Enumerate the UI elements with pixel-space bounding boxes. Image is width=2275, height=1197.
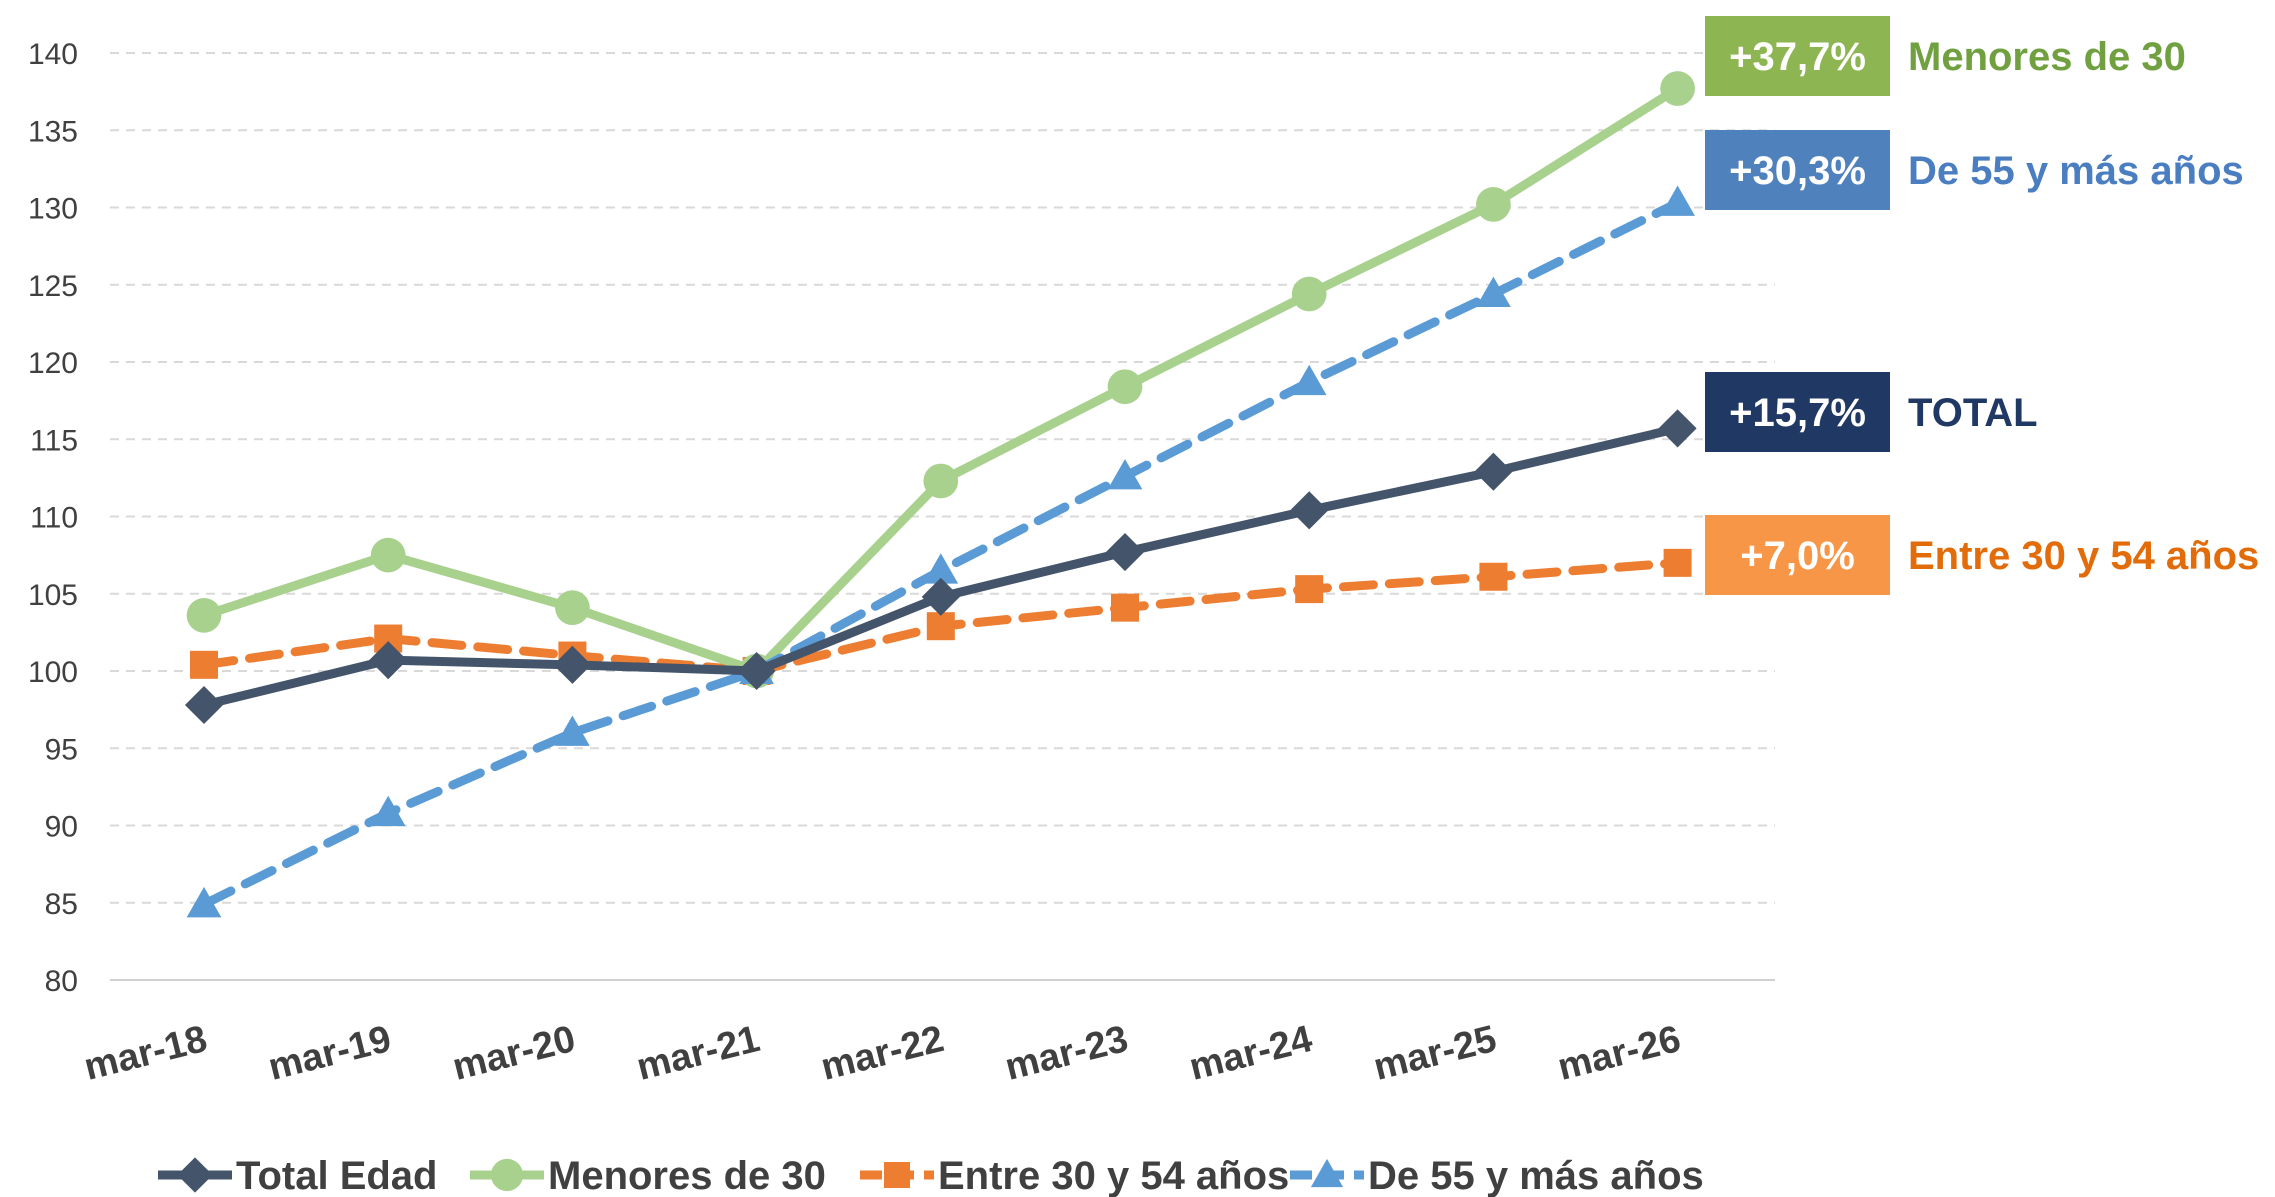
data-point (553, 645, 592, 684)
data-point (737, 651, 776, 691)
data-point (369, 641, 408, 680)
x-tick-label: mar-24 (1185, 1018, 1316, 1089)
y-tick-label: 105 (28, 579, 78, 612)
data-point (490, 1158, 524, 1192)
y-tick-label: 110 (30, 502, 78, 535)
annotation-badge-text: +37,7% (1729, 35, 1866, 79)
data-point (1107, 458, 1143, 490)
annotation-badge-text: +15,7% (1729, 391, 1866, 435)
y-tick-label: 90 (45, 811, 78, 844)
annotation-badge-text: +7,0% (1740, 534, 1855, 578)
series-de-55-y-m-s-a-os (186, 185, 1695, 918)
annotation-label: De 55 y más años (1908, 149, 2244, 193)
y-tick-label: 140 (28, 38, 78, 71)
x-tick-label: mar-18 (80, 1018, 211, 1089)
y-tick-label: 85 (45, 888, 78, 921)
y-tick-label: 130 (28, 193, 78, 226)
annotation-badge-text: +30,3% (1729, 149, 1866, 193)
x-axis-tick-labels: mar-18 mar-19 mar-20 mar-21 mar-22 mar-23 mar-… (80, 1018, 1685, 1089)
y-axis-tick-labels: 80 85 90 95 100 105 110 115 120 125 130 135 140 (28, 38, 78, 998)
annotation-badge (1705, 130, 1890, 210)
data-point (1658, 409, 1697, 448)
data-point (1663, 548, 1692, 577)
data-point (177, 1157, 213, 1193)
x-tick-label: mar-23 (1001, 1018, 1132, 1089)
data-point (923, 553, 959, 584)
annotation-menores-de-30: +37,7% Menores de 30 (1705, 16, 2186, 96)
data-point (1479, 562, 1508, 591)
data-point (370, 795, 406, 827)
x-tick-label: mar-19 (264, 1018, 395, 1089)
data-point (1660, 185, 1695, 216)
series-lines (184, 71, 1697, 918)
data-point (1474, 452, 1513, 491)
annotation-entre-30-y-54-a-os: +7,0% Entre 30 y 54 años (1705, 515, 2259, 595)
y-tick-label: 120 (28, 347, 78, 380)
x-tick-label: mar-22 (817, 1018, 948, 1089)
series-menores-de-30 (186, 71, 1695, 689)
legend-label: De 55 y más años (1368, 1154, 1704, 1197)
data-point (921, 577, 960, 616)
x-tick-label: mar-21 (633, 1018, 764, 1089)
data-point (370, 537, 406, 573)
legend-label: Entre 30 y 54 años (938, 1154, 1289, 1197)
annotation-total: +15,7% TOTAL (1705, 372, 2038, 452)
annotation-badge (1705, 515, 1890, 595)
y-tick-label: 125 (28, 270, 78, 303)
x-tick-label: mar-20 (448, 1018, 579, 1089)
annotation-label: Menores de 30 (1908, 35, 2186, 79)
y-tick-label: 100 (28, 656, 78, 689)
legend: Total Edad Menores de 30 Entre 30 y 54 año… (158, 1154, 1704, 1197)
series-total-edad (184, 409, 1697, 725)
y-tick-label: 135 (28, 115, 78, 148)
data-point (1291, 364, 1327, 396)
data-point (1310, 1158, 1344, 1188)
end-annotations: +37,7% Menores de 30 +30,3% De 55 y más año… (1705, 16, 2259, 595)
y-tick-label: 80 (45, 965, 78, 998)
legend-item: Entre 30 y 54 años (860, 1154, 1289, 1197)
annotation-de-55-y-m-s-a-os: +30,3% De 55 y más años (1705, 130, 2244, 210)
annotation-label: TOTAL (1908, 391, 2038, 435)
gridlines (110, 52, 1775, 981)
data-point (555, 590, 590, 626)
data-point (923, 463, 959, 499)
x-tick-label: mar-25 (1369, 1018, 1500, 1089)
data-point (1291, 276, 1327, 312)
data-point (186, 886, 222, 918)
legend-label: Total Edad (236, 1154, 437, 1197)
data-point (555, 715, 590, 746)
data-point (1111, 593, 1139, 622)
legend-label: Menores de 30 (548, 1154, 826, 1197)
data-point (1107, 369, 1143, 405)
data-point (184, 685, 224, 725)
data-point (1105, 532, 1145, 572)
legend-item: De 55 y más años (1290, 1154, 1704, 1197)
data-point (1295, 575, 1324, 604)
legend-item: Menores de 30 (470, 1154, 826, 1197)
y-tick-label: 95 (45, 733, 78, 766)
series-entre-30-y-54-a-os (190, 548, 1692, 685)
y-tick-label: 115 (30, 424, 78, 457)
annotation-badge (1705, 16, 1890, 96)
data-point (926, 612, 955, 641)
data-point (1476, 276, 1511, 308)
data-point (884, 1162, 910, 1188)
data-point (190, 650, 218, 679)
legend-item: Total Edad (158, 1154, 437, 1197)
annotation-label: Entre 30 y 54 años (1908, 534, 2259, 578)
annotation-badge (1705, 372, 1890, 452)
data-point (1660, 71, 1695, 106)
data-point (1476, 187, 1511, 222)
data-point (1290, 491, 1329, 530)
x-tick-label: mar-26 (1554, 1018, 1685, 1089)
data-point (186, 598, 222, 633)
